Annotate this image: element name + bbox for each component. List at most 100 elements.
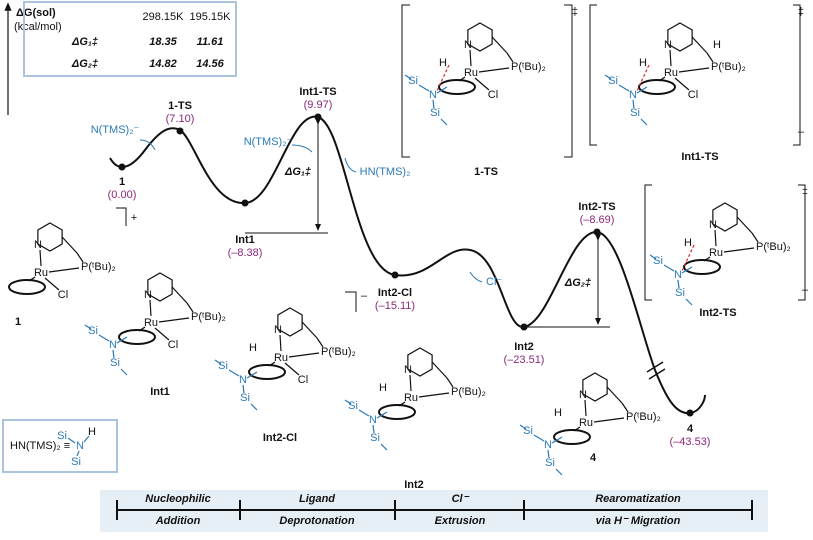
bond (621, 402, 629, 413)
point-name: Int2 (514, 341, 534, 353)
point-energy: (–8.38) (228, 247, 263, 259)
bond (48, 267, 80, 273)
bond (636, 86, 648, 94)
legend-atom: Si (71, 456, 81, 468)
bond (98, 334, 110, 342)
point-energy: (0.00) (108, 189, 137, 201)
atom-label: Cl (168, 339, 178, 351)
atom-label: Ru (144, 317, 158, 329)
bond (658, 76, 666, 82)
bond (691, 36, 708, 54)
reagent: N(TMS)₂⁻ (91, 124, 140, 136)
point-name: Int1-TS (299, 86, 336, 98)
bond (678, 67, 710, 73)
atom-label: N (429, 89, 437, 101)
atom-label: Si (110, 357, 120, 369)
atom-label: Si (218, 360, 228, 372)
axis-label: ΔG(sol) (16, 7, 56, 19)
point-energy: (–8.69) (580, 214, 615, 226)
structure-label: Int1-TS (681, 151, 718, 163)
bond (284, 362, 300, 376)
bond (149, 299, 152, 317)
bond (242, 384, 245, 394)
bond (458, 76, 466, 82)
structure-label: Int2-Cl (263, 432, 297, 444)
atom-label: N (34, 239, 42, 251)
ts-mark: ‡ (798, 6, 804, 18)
table-cell: 18.35 (149, 36, 177, 48)
structure-label: Int1 (150, 386, 170, 398)
point-name: Int2-Cl (378, 287, 412, 299)
bond (573, 426, 581, 432)
bond (649, 254, 657, 260)
bond (301, 321, 318, 339)
atom-label: Si (630, 107, 640, 119)
bond (674, 77, 690, 91)
bond (344, 399, 352, 405)
point-name: Int2-TS (578, 201, 615, 213)
atom-label: P(ᵗBu)₂ (191, 311, 226, 323)
bond (723, 247, 755, 253)
arene-ring (638, 79, 676, 95)
reagent: Cl⁻ (486, 276, 502, 288)
bond (84, 324, 92, 330)
atom-label: P(ᵗBu)₂ (321, 346, 356, 358)
bond (61, 236, 78, 254)
bond (316, 337, 324, 348)
legend-atom: Si (57, 430, 67, 442)
bond (250, 403, 258, 411)
atom-label: H (713, 39, 721, 51)
bond (372, 424, 375, 434)
atom-label: N (544, 439, 552, 451)
atom-label: H (439, 57, 447, 69)
ts-brackets (401, 4, 806, 301)
atom-label: Si (408, 75, 418, 87)
bond (632, 99, 635, 109)
atom-label: P(ᵗBu)₂ (81, 261, 116, 273)
bond (436, 86, 448, 94)
bond (112, 349, 115, 359)
atom-label: P(ᵗBu)₂ (756, 241, 791, 253)
bond (358, 409, 370, 417)
bond (83, 435, 90, 443)
bond (376, 411, 388, 419)
point-energy: (–15.11) (375, 300, 415, 312)
bond (640, 118, 648, 126)
atom-label: P(ᵗBu)₂ (511, 61, 546, 73)
structure-label: 4 (590, 452, 597, 464)
bond (120, 368, 128, 376)
pyridine-ring (467, 22, 493, 52)
legend-text: HN(TMS)₂ ≡ (10, 440, 70, 452)
pyridine-ring (407, 347, 433, 377)
atom-label: Si (545, 457, 555, 469)
ts-mark: ‡ (572, 6, 578, 18)
bond (268, 361, 276, 367)
atom-label: N (674, 269, 682, 281)
atom-label: N (274, 324, 282, 336)
atom-label: N (464, 39, 472, 51)
bond (288, 352, 320, 358)
ts-charge: – (798, 126, 805, 138)
atom-label: Cl (298, 374, 308, 386)
atom-label: N (239, 374, 247, 386)
stationary-point (241, 199, 249, 207)
stage-label: Nucleophilic (145, 493, 210, 505)
atom-label: Cl (488, 89, 498, 101)
stage-label: Extrusion (435, 515, 486, 527)
stationary-point (391, 271, 399, 279)
atom-label: Si (523, 425, 533, 437)
bond (706, 52, 714, 63)
atom-label: P(ᵗBu)₂ (626, 411, 661, 423)
bond (677, 279, 680, 289)
bond (593, 417, 625, 423)
structure-label: 1-TS (474, 166, 498, 178)
table-cell: 11.61 (197, 36, 224, 48)
bond (44, 277, 60, 291)
arene-ring (438, 79, 476, 95)
bond (584, 399, 587, 417)
atom-label: H (249, 342, 257, 354)
atom-label: N (664, 39, 672, 51)
stage-dividers (116, 500, 753, 520)
charge: + (131, 212, 137, 224)
